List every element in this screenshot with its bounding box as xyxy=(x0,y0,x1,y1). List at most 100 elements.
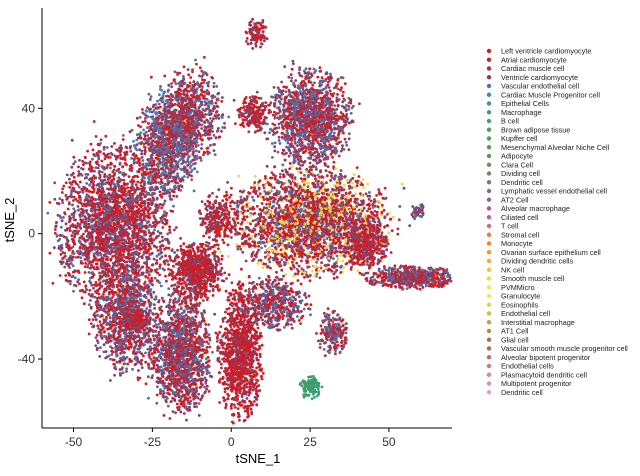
point xyxy=(73,270,77,273)
point xyxy=(171,210,175,213)
point xyxy=(139,243,143,247)
point xyxy=(95,348,99,351)
point xyxy=(58,234,62,237)
point xyxy=(58,214,62,218)
point xyxy=(97,182,100,186)
point xyxy=(160,115,164,119)
point xyxy=(96,208,100,212)
point xyxy=(146,134,150,137)
point xyxy=(143,117,147,120)
point xyxy=(120,324,124,328)
point xyxy=(117,146,121,150)
point xyxy=(100,328,103,332)
point xyxy=(94,344,98,348)
point xyxy=(121,210,125,214)
point xyxy=(137,158,141,162)
point xyxy=(186,158,190,162)
point xyxy=(135,138,139,142)
point xyxy=(193,83,197,86)
point xyxy=(145,255,148,259)
point xyxy=(131,279,135,283)
point xyxy=(126,236,130,240)
point xyxy=(108,316,112,320)
point xyxy=(215,85,219,88)
point xyxy=(156,175,159,179)
point xyxy=(113,254,117,257)
point xyxy=(111,350,115,354)
point xyxy=(104,282,108,286)
point xyxy=(116,276,119,280)
point xyxy=(98,281,102,284)
point xyxy=(160,296,164,300)
point xyxy=(151,211,154,214)
point xyxy=(111,200,115,204)
point xyxy=(95,305,99,308)
point xyxy=(110,346,114,350)
point xyxy=(167,246,171,250)
point xyxy=(125,227,128,231)
point xyxy=(78,213,82,217)
point xyxy=(71,203,74,207)
point xyxy=(157,102,161,106)
point xyxy=(115,341,119,345)
point xyxy=(108,245,112,249)
point xyxy=(94,239,98,243)
point xyxy=(69,262,73,265)
point xyxy=(180,154,183,158)
point xyxy=(168,225,172,229)
point xyxy=(148,253,152,256)
point xyxy=(102,343,106,347)
point xyxy=(154,203,158,207)
point xyxy=(92,286,95,290)
point xyxy=(184,107,188,110)
point xyxy=(135,148,139,152)
point xyxy=(168,194,172,197)
point xyxy=(135,240,139,244)
point xyxy=(163,107,167,111)
point xyxy=(172,145,176,149)
point xyxy=(147,273,151,277)
point xyxy=(117,294,120,298)
point xyxy=(172,151,176,155)
point xyxy=(109,258,113,262)
point xyxy=(160,255,164,259)
point xyxy=(205,97,209,101)
point xyxy=(110,353,114,357)
point xyxy=(94,212,98,215)
point xyxy=(98,197,102,201)
point xyxy=(137,264,141,268)
point xyxy=(82,245,85,248)
point xyxy=(159,85,162,88)
point xyxy=(163,173,167,177)
point xyxy=(71,250,75,253)
point xyxy=(124,215,128,219)
point xyxy=(89,209,93,213)
point xyxy=(54,224,58,228)
point xyxy=(197,106,201,110)
point xyxy=(82,185,86,189)
point xyxy=(177,125,181,128)
point xyxy=(210,126,214,130)
point xyxy=(61,187,64,191)
point xyxy=(192,189,196,193)
point xyxy=(78,240,82,244)
point xyxy=(105,200,109,204)
point xyxy=(109,357,112,361)
point xyxy=(100,170,104,174)
point xyxy=(143,218,147,222)
point xyxy=(99,220,103,224)
point xyxy=(200,127,204,130)
point xyxy=(175,226,178,229)
point xyxy=(100,165,104,169)
point xyxy=(96,302,100,305)
point xyxy=(84,287,88,291)
point xyxy=(137,369,140,372)
point xyxy=(59,225,63,229)
point xyxy=(72,155,76,159)
point xyxy=(107,187,111,191)
point xyxy=(121,299,124,302)
point xyxy=(78,223,82,226)
point xyxy=(140,188,144,192)
point xyxy=(147,351,151,354)
point xyxy=(101,203,105,206)
